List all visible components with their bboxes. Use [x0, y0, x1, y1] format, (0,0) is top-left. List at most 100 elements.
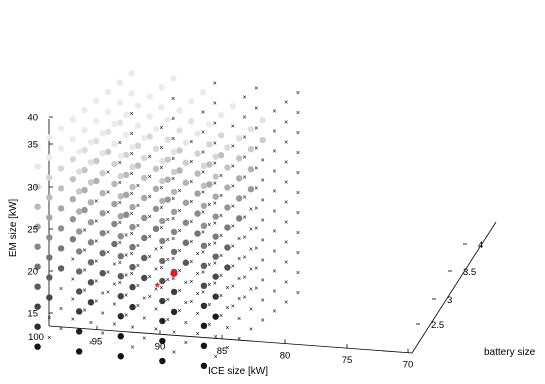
- infeasible-marker: ×: [171, 196, 175, 203]
- infeasible-marker: ×: [83, 228, 87, 235]
- infeasible-marker: ×: [284, 159, 288, 166]
- infeasible-marker: ×: [272, 208, 276, 215]
- feasible-point: [75, 308, 83, 315]
- feasible-point: [182, 199, 190, 206]
- x-tick-label: 95: [92, 337, 103, 348]
- infeasible-marker: ×: [184, 300, 188, 307]
- infeasible-marker: ×: [159, 145, 163, 152]
- feasible-point: [200, 242, 208, 250]
- ice-layer: ××××××××××××××××××××××××××××××××××××××××…: [117, 81, 217, 360]
- infeasible-marker: ×: [219, 293, 223, 300]
- infeasible-marker: ×: [171, 116, 175, 123]
- feasible-point: [159, 217, 166, 225]
- feasible-point: [69, 176, 77, 183]
- feasible-point: [247, 186, 255, 193]
- infeasible-marker: ×: [59, 326, 63, 333]
- infeasible-marker: ×: [284, 219, 288, 226]
- infeasible-marker: ×: [148, 174, 152, 181]
- feasible-point: [46, 234, 53, 241]
- feasible-point: [34, 203, 41, 210]
- feasible-point: [206, 121, 213, 128]
- infeasible-marker: ×: [284, 299, 288, 306]
- x-tick-label: 85: [217, 346, 228, 357]
- feasible-point: [104, 128, 112, 135]
- feasible-point: [224, 204, 231, 211]
- x-tick-label: 70: [403, 360, 414, 371]
- infeasible-marker: ×: [89, 340, 93, 347]
- infeasible-marker: ×: [130, 271, 134, 278]
- feasible-point: [170, 148, 178, 156]
- feasible-point: [87, 139, 95, 146]
- infeasible-marker: ×: [106, 189, 110, 196]
- infeasible-marker: ×: [166, 257, 170, 264]
- feasible-point: [146, 93, 153, 100]
- feasible-point: [134, 122, 142, 129]
- feasible-point: [111, 240, 118, 248]
- feasible-point: [247, 126, 255, 133]
- infeasible-marker: ×: [94, 258, 98, 265]
- infeasible-marker: ×: [177, 248, 181, 255]
- infeasible-marker: ×: [231, 144, 235, 151]
- infeasible-marker: ×: [249, 267, 253, 274]
- infeasible-marker: ×: [106, 289, 110, 296]
- infeasible-marker: ×: [213, 221, 217, 228]
- infeasible-marker: ×: [47, 335, 51, 342]
- feasible-point: [129, 143, 136, 151]
- x-tick-label: 90: [155, 341, 166, 352]
- optimum-point: [170, 269, 178, 277]
- infeasible-marker: ×: [261, 258, 265, 265]
- infeasible-marker: ×: [254, 125, 258, 132]
- feasible-point: [224, 224, 231, 231]
- infeasible-marker: ×: [106, 169, 110, 176]
- feasible-point: [104, 108, 112, 115]
- feasible-point: [182, 259, 190, 266]
- feasible-point: [122, 171, 130, 179]
- y-tick-label: 35: [27, 140, 38, 151]
- infeasible-marker: ×: [112, 322, 116, 329]
- infeasible-marker: ×: [136, 263, 140, 270]
- feasible-point: [34, 283, 41, 290]
- reference-asterisk: *: [155, 280, 161, 295]
- infeasible-marker: ×: [213, 181, 217, 188]
- infeasible-marker: ×: [243, 134, 247, 141]
- infeasible-marker: ×: [171, 136, 175, 143]
- infeasible-marker: ×: [296, 170, 300, 177]
- infeasible-marker: ×: [261, 278, 265, 285]
- feasible-point: [159, 257, 166, 265]
- infeasible-marker: ×: [237, 316, 241, 323]
- infeasible-marker: ×: [142, 295, 146, 302]
- infeasible-marker: ×: [231, 224, 235, 231]
- infeasible-marker: ×: [159, 125, 163, 132]
- feasible-point: [87, 219, 95, 226]
- feasible-point: [87, 239, 95, 246]
- infeasible-marker: ×: [124, 252, 128, 259]
- infeasible-marker: ×: [83, 248, 87, 255]
- feasible-point: [99, 189, 106, 197]
- y-tick-label: 25: [27, 225, 38, 236]
- y-axis-label: EM size [kW]: [8, 199, 19, 258]
- feasible-point: [75, 248, 83, 255]
- infeasible-marker: ×: [219, 273, 223, 280]
- infeasible-marker: ×: [225, 325, 229, 332]
- feasible-point: [111, 180, 118, 188]
- feasible-point: [194, 210, 201, 217]
- infeasible-marker: ×: [207, 282, 211, 289]
- feasible-point: [200, 162, 208, 170]
- feasible-point: [170, 288, 178, 296]
- ice-layer: ××××××××××××××××××××××××××××××××××××××××…: [75, 75, 177, 355]
- x-tick-label: 75: [342, 355, 353, 366]
- infeasible-marker: ×: [94, 218, 98, 225]
- feasible-point: [224, 144, 231, 151]
- feasible-point: [212, 293, 219, 300]
- axis-lines: [48, 119, 497, 354]
- infeasible-marker: ×: [101, 331, 105, 338]
- infeasible-marker: ×: [296, 230, 300, 237]
- feasible-point: [217, 152, 225, 159]
- infeasible-marker: ×: [189, 239, 193, 246]
- infeasible-marker: ×: [261, 178, 265, 185]
- infeasible-marker: ×: [243, 174, 247, 181]
- infeasible-marker: ×: [237, 296, 241, 303]
- infeasible-marker: ×: [231, 184, 235, 191]
- infeasible-marker: ×: [184, 280, 188, 287]
- infeasible-marker: ×: [177, 208, 181, 215]
